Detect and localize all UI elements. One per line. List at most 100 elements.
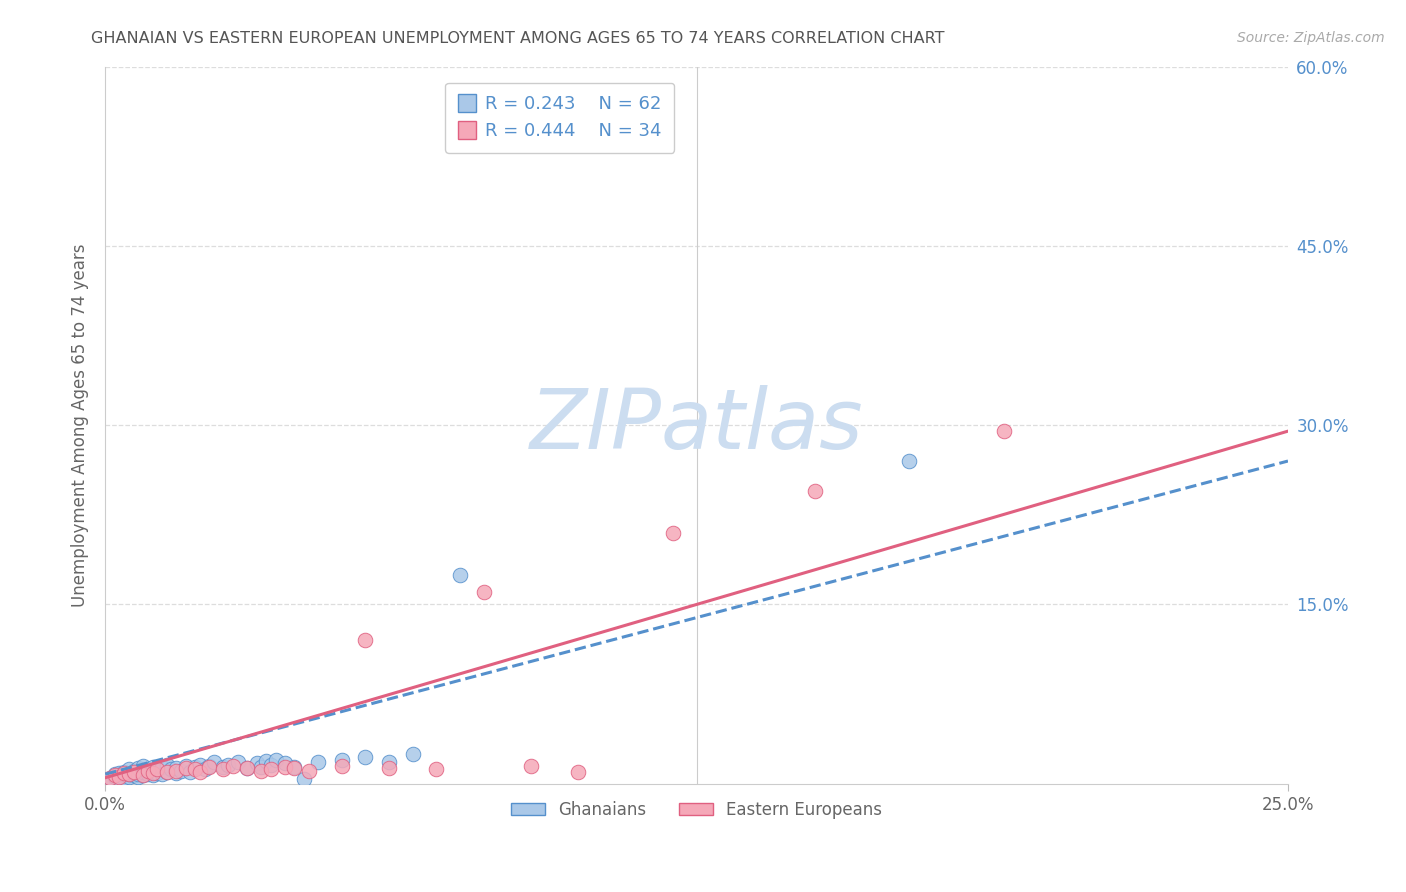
Point xyxy=(520,759,543,773)
Point xyxy=(993,424,1015,438)
Point xyxy=(150,767,173,781)
Y-axis label: Unemployment Among Ages 65 to 74 years: Unemployment Among Ages 65 to 74 years xyxy=(72,244,89,607)
Point xyxy=(283,760,305,774)
Point xyxy=(160,763,183,777)
Point xyxy=(108,772,131,786)
Point xyxy=(146,766,169,780)
Point xyxy=(212,763,235,777)
Point xyxy=(378,756,401,770)
Point xyxy=(118,767,141,781)
Point xyxy=(378,761,401,775)
Point xyxy=(146,763,169,777)
Point xyxy=(122,766,145,780)
Point xyxy=(156,764,179,779)
Point xyxy=(236,761,259,775)
Legend: Ghanaians, Eastern Europeans: Ghanaians, Eastern Europeans xyxy=(505,794,889,826)
Point xyxy=(662,525,685,540)
Point xyxy=(179,764,201,779)
Point xyxy=(136,767,159,781)
Point xyxy=(127,761,149,775)
Point xyxy=(170,764,193,778)
Point xyxy=(141,768,163,782)
Point xyxy=(108,770,131,784)
Point xyxy=(156,764,179,779)
Point xyxy=(260,757,283,772)
Point xyxy=(165,764,187,778)
Text: Source: ZipAtlas.com: Source: ZipAtlas.com xyxy=(1237,31,1385,45)
Point xyxy=(898,454,921,468)
Point xyxy=(122,768,145,782)
Point xyxy=(226,756,249,770)
Point xyxy=(104,767,127,781)
Point xyxy=(112,766,135,780)
Point xyxy=(112,767,135,781)
Point xyxy=(132,768,155,782)
Point xyxy=(141,766,163,780)
Point xyxy=(127,770,149,784)
Point xyxy=(250,764,273,778)
Point xyxy=(298,764,321,778)
Point xyxy=(122,764,145,779)
Point xyxy=(254,754,277,768)
Point xyxy=(188,764,211,779)
Point xyxy=(354,633,377,648)
Point xyxy=(472,585,495,599)
Point xyxy=(98,771,121,785)
Point xyxy=(264,753,287,767)
Point xyxy=(184,760,207,774)
Point xyxy=(198,760,221,774)
Point xyxy=(449,567,471,582)
Point xyxy=(804,483,827,498)
Point xyxy=(132,768,155,782)
Point xyxy=(402,747,425,761)
Point xyxy=(193,763,215,777)
Point xyxy=(354,750,377,764)
Point xyxy=(136,764,159,778)
Point xyxy=(156,757,179,772)
Text: ZIPatlas: ZIPatlas xyxy=(530,384,863,466)
Point xyxy=(283,761,305,775)
Point xyxy=(98,771,121,785)
Point xyxy=(330,759,353,773)
Point xyxy=(141,764,163,779)
Point xyxy=(112,764,135,779)
Point xyxy=(222,759,245,773)
Point xyxy=(260,763,283,777)
Point xyxy=(330,753,353,767)
Point xyxy=(136,763,159,777)
Point xyxy=(212,760,235,774)
Point xyxy=(104,768,127,782)
Point xyxy=(122,764,145,778)
Point xyxy=(188,757,211,772)
Point xyxy=(118,770,141,784)
Point xyxy=(112,771,135,785)
Point xyxy=(274,760,297,774)
Point xyxy=(141,760,163,774)
Point xyxy=(567,764,589,779)
Point xyxy=(165,761,187,775)
Text: GHANAIAN VS EASTERN EUROPEAN UNEMPLOYMENT AMONG AGES 65 TO 74 YEARS CORRELATION : GHANAIAN VS EASTERN EUROPEAN UNEMPLOYMEN… xyxy=(91,31,945,46)
Point xyxy=(202,756,225,770)
Point xyxy=(425,763,447,777)
Point xyxy=(184,763,207,777)
Point xyxy=(246,756,269,771)
Point xyxy=(274,756,297,771)
Point xyxy=(118,763,141,777)
Point xyxy=(146,761,169,775)
Point xyxy=(108,766,131,780)
Point xyxy=(118,767,141,781)
Point xyxy=(165,766,187,780)
Point xyxy=(127,767,149,781)
Point xyxy=(150,760,173,774)
Point xyxy=(250,760,273,774)
Point xyxy=(104,770,127,784)
Point xyxy=(198,759,221,773)
Point xyxy=(292,772,315,786)
Point xyxy=(217,757,239,772)
Point xyxy=(174,761,197,775)
Point xyxy=(132,764,155,779)
Point xyxy=(108,768,131,782)
Point xyxy=(174,759,197,773)
Point xyxy=(236,761,259,775)
Point xyxy=(307,756,329,770)
